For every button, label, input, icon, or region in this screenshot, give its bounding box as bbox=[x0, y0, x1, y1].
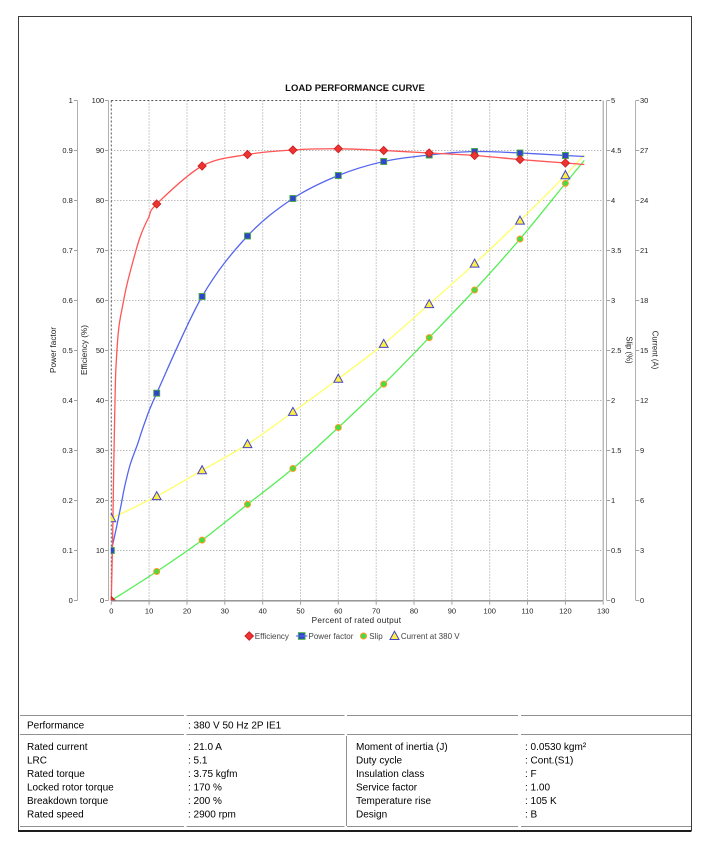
svg-text:0.3: 0.3 bbox=[62, 446, 72, 455]
svg-text:10: 10 bbox=[96, 546, 104, 555]
svg-text:1: 1 bbox=[611, 496, 615, 505]
svg-text:Rated current: Rated current bbox=[27, 742, 88, 753]
svg-text:24: 24 bbox=[640, 196, 648, 205]
svg-text:12: 12 bbox=[640, 396, 648, 405]
svg-text:27: 27 bbox=[640, 146, 648, 155]
svg-text:20: 20 bbox=[183, 607, 191, 616]
svg-text:: 170 %: : 170 % bbox=[188, 783, 222, 794]
svg-text:15: 15 bbox=[640, 346, 648, 355]
svg-text:110: 110 bbox=[522, 607, 534, 616]
svg-text:: 21.0 A: : 21.0 A bbox=[188, 742, 222, 753]
svg-text:Rated speed: Rated speed bbox=[27, 810, 84, 821]
svg-text:60: 60 bbox=[96, 296, 104, 305]
svg-text:4: 4 bbox=[611, 196, 615, 205]
svg-text:Percent of rated output: Percent of rated output bbox=[312, 616, 402, 625]
svg-text:0.2: 0.2 bbox=[62, 496, 72, 505]
svg-text:60: 60 bbox=[334, 607, 342, 616]
svg-text:: 0.0530 kgm²: : 0.0530 kgm² bbox=[525, 742, 587, 753]
svg-text:100: 100 bbox=[483, 607, 496, 616]
svg-text:Power factor: Power factor bbox=[49, 327, 58, 373]
svg-text:80: 80 bbox=[410, 607, 418, 616]
svg-text:: F: : F bbox=[525, 769, 537, 780]
svg-text:Moment of inertia (J): Moment of inertia (J) bbox=[356, 742, 448, 753]
svg-text:Power factor: Power factor bbox=[309, 632, 354, 641]
svg-text:130: 130 bbox=[597, 607, 610, 616]
svg-text:Performance: Performance bbox=[27, 721, 85, 732]
svg-text:Duty cycle: Duty cycle bbox=[356, 756, 403, 767]
svg-text:9: 9 bbox=[640, 446, 644, 455]
svg-text:Rated torque: Rated torque bbox=[27, 769, 85, 780]
svg-text:0.9: 0.9 bbox=[62, 146, 72, 155]
svg-text:: 380 V 50 Hz 2P IE1: : 380 V 50 Hz 2P IE1 bbox=[188, 721, 282, 732]
svg-text:Current at 380 V: Current at 380 V bbox=[401, 632, 460, 641]
svg-text:Efficiency (%): Efficiency (%) bbox=[80, 325, 89, 375]
svg-text:2: 2 bbox=[611, 396, 615, 405]
svg-text:: 105 K: : 105 K bbox=[525, 796, 557, 807]
svg-text:3.5: 3.5 bbox=[611, 246, 621, 255]
svg-text:30: 30 bbox=[96, 446, 104, 455]
svg-text:21: 21 bbox=[640, 246, 648, 255]
svg-text:: Cont.(S1): : Cont.(S1) bbox=[525, 756, 573, 767]
svg-text:50: 50 bbox=[296, 607, 304, 616]
svg-text:0.8: 0.8 bbox=[62, 196, 72, 205]
svg-text:Locked rotor torque: Locked rotor torque bbox=[27, 783, 114, 794]
svg-text:0: 0 bbox=[69, 596, 73, 605]
svg-text:: 2900 rpm: : 2900 rpm bbox=[188, 810, 236, 821]
svg-text:: 200 %: : 200 % bbox=[188, 796, 222, 807]
svg-text:30: 30 bbox=[221, 607, 229, 616]
svg-text:90: 90 bbox=[96, 146, 104, 155]
svg-text:0.4: 0.4 bbox=[62, 396, 72, 405]
svg-text:1.5: 1.5 bbox=[611, 446, 621, 455]
svg-text:0.1: 0.1 bbox=[62, 546, 72, 555]
svg-text:Service factor: Service factor bbox=[356, 783, 418, 794]
svg-text:0.5: 0.5 bbox=[611, 546, 621, 555]
svg-text:0.7: 0.7 bbox=[62, 246, 72, 255]
svg-text:40: 40 bbox=[96, 396, 104, 405]
svg-text:20: 20 bbox=[96, 496, 104, 505]
svg-text:Slip (%): Slip (%) bbox=[625, 336, 634, 364]
svg-text:4.5: 4.5 bbox=[611, 146, 621, 155]
svg-text:Efficiency: Efficiency bbox=[255, 632, 289, 641]
svg-text:30: 30 bbox=[640, 96, 648, 105]
svg-text:3: 3 bbox=[640, 546, 644, 555]
svg-text:1: 1 bbox=[69, 96, 73, 105]
svg-text:LOAD PERFORMANCE CURVE: LOAD PERFORMANCE CURVE bbox=[285, 83, 425, 94]
svg-text:18: 18 bbox=[640, 296, 648, 305]
svg-text:0: 0 bbox=[640, 596, 644, 605]
svg-text:6: 6 bbox=[640, 496, 644, 505]
svg-text:Slip: Slip bbox=[369, 632, 383, 641]
svg-text:3: 3 bbox=[611, 296, 615, 305]
svg-text:50: 50 bbox=[96, 346, 104, 355]
svg-text:Breakdown torque: Breakdown torque bbox=[27, 796, 109, 807]
svg-text:Insulation class: Insulation class bbox=[356, 769, 424, 780]
svg-text:70: 70 bbox=[96, 246, 104, 255]
svg-text:90: 90 bbox=[448, 607, 456, 616]
svg-text:LRC: LRC bbox=[27, 756, 47, 767]
svg-text:0.6: 0.6 bbox=[62, 296, 72, 305]
svg-text:Temperature rise: Temperature rise bbox=[356, 796, 431, 807]
svg-text:Design: Design bbox=[356, 810, 387, 821]
svg-text:5: 5 bbox=[611, 96, 615, 105]
svg-text:0: 0 bbox=[611, 596, 615, 605]
svg-text:80: 80 bbox=[96, 196, 104, 205]
svg-text:: 5.1: : 5.1 bbox=[188, 756, 208, 767]
svg-text:: 1.00: : 1.00 bbox=[525, 783, 550, 794]
svg-text:0.5: 0.5 bbox=[62, 346, 72, 355]
svg-text:: 3.75 kgfm: : 3.75 kgfm bbox=[188, 769, 237, 780]
svg-text:10: 10 bbox=[145, 607, 153, 616]
svg-text:120: 120 bbox=[559, 607, 572, 616]
svg-text:2.5: 2.5 bbox=[611, 346, 621, 355]
svg-text:70: 70 bbox=[372, 607, 380, 616]
svg-text:100: 100 bbox=[92, 96, 105, 105]
svg-text:Current (A): Current (A) bbox=[651, 331, 660, 370]
svg-text:40: 40 bbox=[259, 607, 267, 616]
svg-text:: B: : B bbox=[525, 810, 538, 821]
svg-text:0: 0 bbox=[100, 596, 104, 605]
svg-text:0: 0 bbox=[109, 607, 113, 616]
